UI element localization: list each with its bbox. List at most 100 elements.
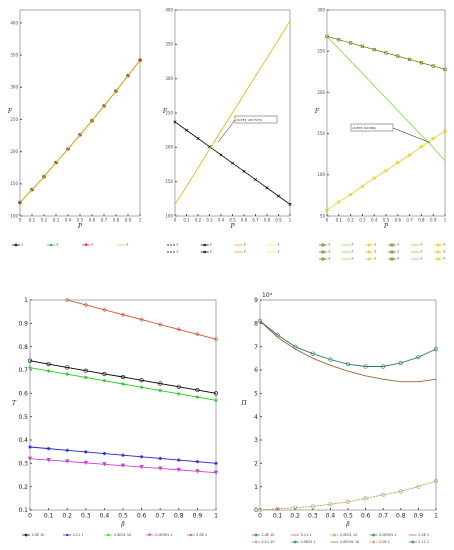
y-tick-label: 1 <box>24 297 28 304</box>
x-tick-label: 0.2 <box>41 218 48 223</box>
data-point <box>184 128 189 132</box>
data-point <box>83 302 89 308</box>
data-point <box>176 384 181 389</box>
x-tick-label: 0.1 <box>29 218 36 223</box>
x-tick-label: 0.7 <box>252 218 259 223</box>
data-point <box>253 178 258 182</box>
y-tick-label: 150 <box>165 179 173 184</box>
y-tick-label: 350 <box>10 52 18 57</box>
y-tick-label: 0 <box>254 507 258 514</box>
data-point <box>213 470 219 476</box>
x-axis-label: P <box>77 223 83 230</box>
data-point <box>310 504 315 509</box>
x-tick-label: 0.8 <box>174 513 184 520</box>
y-tick-label: 300 <box>10 85 18 90</box>
x-axis-label: β <box>345 521 350 528</box>
legend-marker <box>321 250 325 254</box>
legend-marker <box>367 250 371 254</box>
x-tick-label: 0.3 <box>359 218 366 223</box>
y-tick-label: 9 <box>254 297 258 304</box>
x-tick-label: 0.4 <box>100 513 110 520</box>
legend-label: F <box>210 250 212 254</box>
plot-frame <box>19 9 141 217</box>
data-point <box>27 358 33 363</box>
x-tick-label: 0.3 <box>81 513 91 520</box>
y-axis-label: F <box>7 108 13 115</box>
data-point <box>46 446 51 451</box>
y-exponent: 10⁴ <box>262 292 273 299</box>
data-point <box>102 371 107 377</box>
x-tick-label: 0.6 <box>395 218 402 223</box>
data-point <box>398 489 403 494</box>
x-axis-label: β <box>120 521 125 528</box>
annotation-box <box>234 115 278 124</box>
legend-label: 2.11 1 <box>418 540 429 544</box>
x-tick-label: 0.5 <box>77 218 84 223</box>
x-tick-label: 1 <box>444 218 447 223</box>
data-point <box>325 208 329 212</box>
chart-panel-c: 0 0.1 0.2 0.3 0.4 0.5 0.6 0.7 0.8 0.9 150100150200… <box>314 7 447 261</box>
data-point <box>121 382 125 386</box>
x-tick-label: 0.2 <box>290 513 300 520</box>
y-tick-label: 0.6 <box>18 390 28 397</box>
legend-label: F <box>329 250 331 254</box>
data-point <box>337 200 341 204</box>
legend-label: 2.0E001 10 <box>340 540 359 544</box>
y-tick-label: 0.3 <box>18 460 28 467</box>
legend-label: 2.0E 1 <box>418 533 429 537</box>
data-point <box>265 186 269 190</box>
x-tick-label: 0.2 <box>195 218 202 223</box>
data-point <box>158 381 163 386</box>
legend-label: 2.0E 1 <box>196 533 207 537</box>
legend-marker <box>254 540 258 544</box>
data-point <box>195 459 200 464</box>
legend-label: F <box>22 243 24 247</box>
data-point <box>431 136 435 141</box>
y-tick-label: 1 <box>254 484 258 491</box>
data-point <box>372 47 376 52</box>
x-tick-label: 1 <box>139 218 142 223</box>
series-line-2 <box>259 320 437 383</box>
data-point <box>176 467 182 473</box>
y-tick-label: 4 <box>254 414 258 421</box>
data-point <box>372 176 376 180</box>
x-tick-label: 0.1 <box>44 513 54 520</box>
legend-label: F <box>421 257 423 261</box>
data-point <box>102 462 107 467</box>
legend-label: F <box>127 243 129 247</box>
y-tick-label: 250 <box>317 49 325 54</box>
x-tick-label: 0.9 <box>275 218 282 223</box>
series-line-3 <box>326 130 446 211</box>
data-point <box>345 362 351 367</box>
y-tick-label: 0.9 <box>18 320 28 327</box>
y-tick-label: 7 <box>254 344 258 351</box>
legend-label: F <box>375 257 377 261</box>
data-point <box>46 458 51 463</box>
y-tick-label: 250 <box>10 117 18 122</box>
legend-marker <box>203 243 207 247</box>
data-point <box>28 365 32 370</box>
x-tick-label: 0.2 <box>62 513 72 520</box>
legend-label: F <box>352 250 354 254</box>
data-point <box>139 455 144 459</box>
data-point <box>102 307 107 313</box>
legend-label: F <box>375 250 377 254</box>
x-tick-label: 0.3 <box>53 218 60 223</box>
x-tick-label: 1 <box>214 513 218 520</box>
data-point <box>157 466 163 471</box>
data-point <box>360 44 365 48</box>
legend-label: F <box>398 243 400 247</box>
legend-label: 2.0E 10 <box>262 533 275 537</box>
legend-label: 2.0E01 10 <box>340 533 357 537</box>
data-point <box>363 496 368 501</box>
y-tick-label: 6 <box>254 367 258 374</box>
x-tick-label: 0 <box>174 218 177 223</box>
legend-label: F <box>375 243 377 247</box>
data-point <box>360 184 365 188</box>
data-point <box>419 61 424 65</box>
x-axis-label: P <box>383 223 389 230</box>
y-tick-label: 0.1 <box>18 507 28 514</box>
data-point <box>28 445 32 449</box>
data-point <box>195 469 200 474</box>
legend-marker <box>293 540 297 544</box>
